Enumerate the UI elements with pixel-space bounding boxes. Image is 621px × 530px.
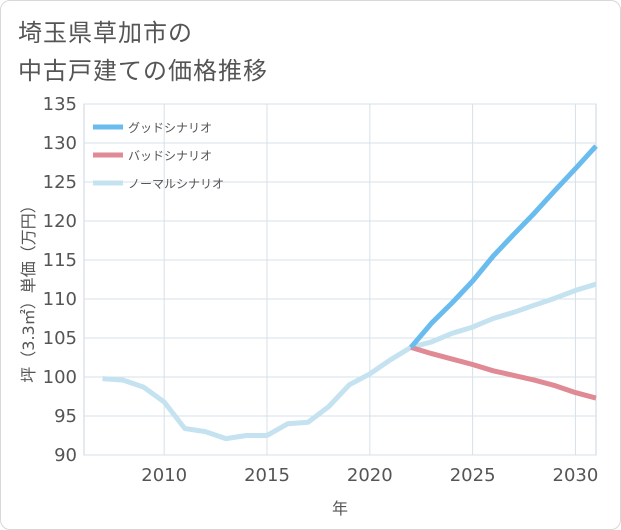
series-line-2 — [102, 281, 597, 442]
y-tick-label: 115 — [43, 250, 77, 271]
y-tick-label: 120 — [43, 211, 77, 232]
y-tick-label: 125 — [43, 172, 77, 193]
legend-label: ノーマルシナリオ — [128, 177, 224, 191]
y-axis-label: 坪（3.3㎡）単価（万円） — [19, 197, 38, 382]
y-tick-label: 110 — [43, 289, 77, 310]
x-axis-ticks: 2010 2015 2020 2025 2030 — [141, 465, 598, 486]
x-tick-label: 2010 — [141, 465, 187, 486]
x-tick-label: 2015 — [244, 465, 290, 486]
chart-title-line2: 中古戸建ての価格推移 — [18, 57, 268, 85]
series-line-1 — [410, 345, 597, 401]
y-tick-label: 135 — [43, 94, 77, 115]
x-tick-label: 2030 — [553, 465, 599, 486]
chart-title-line1: 埼玉県草加市の — [18, 19, 193, 47]
y-tick-label: 105 — [43, 328, 77, 349]
y-tick-label: 100 — [43, 367, 77, 388]
series-line-0 — [408, 144, 598, 350]
y-tick-label: 95 — [54, 406, 77, 427]
y-tick-label: 130 — [43, 133, 77, 154]
x-axis-label: 年 — [332, 499, 348, 518]
legend-label: バッドシナリオ — [128, 149, 212, 163]
y-axis-ticks: 90 95 100 105 110 115 120 125 130 135 — [43, 94, 77, 466]
chart-title: 埼玉県草加市の 中古戸建ての価格推移 — [18, 14, 268, 90]
series-layer — [102, 144, 598, 442]
x-tick-label: 2025 — [450, 465, 496, 486]
x-tick-label: 2020 — [347, 465, 393, 486]
legend-label: グッドシナリオ — [128, 121, 212, 135]
y-tick-label: 90 — [54, 445, 77, 466]
